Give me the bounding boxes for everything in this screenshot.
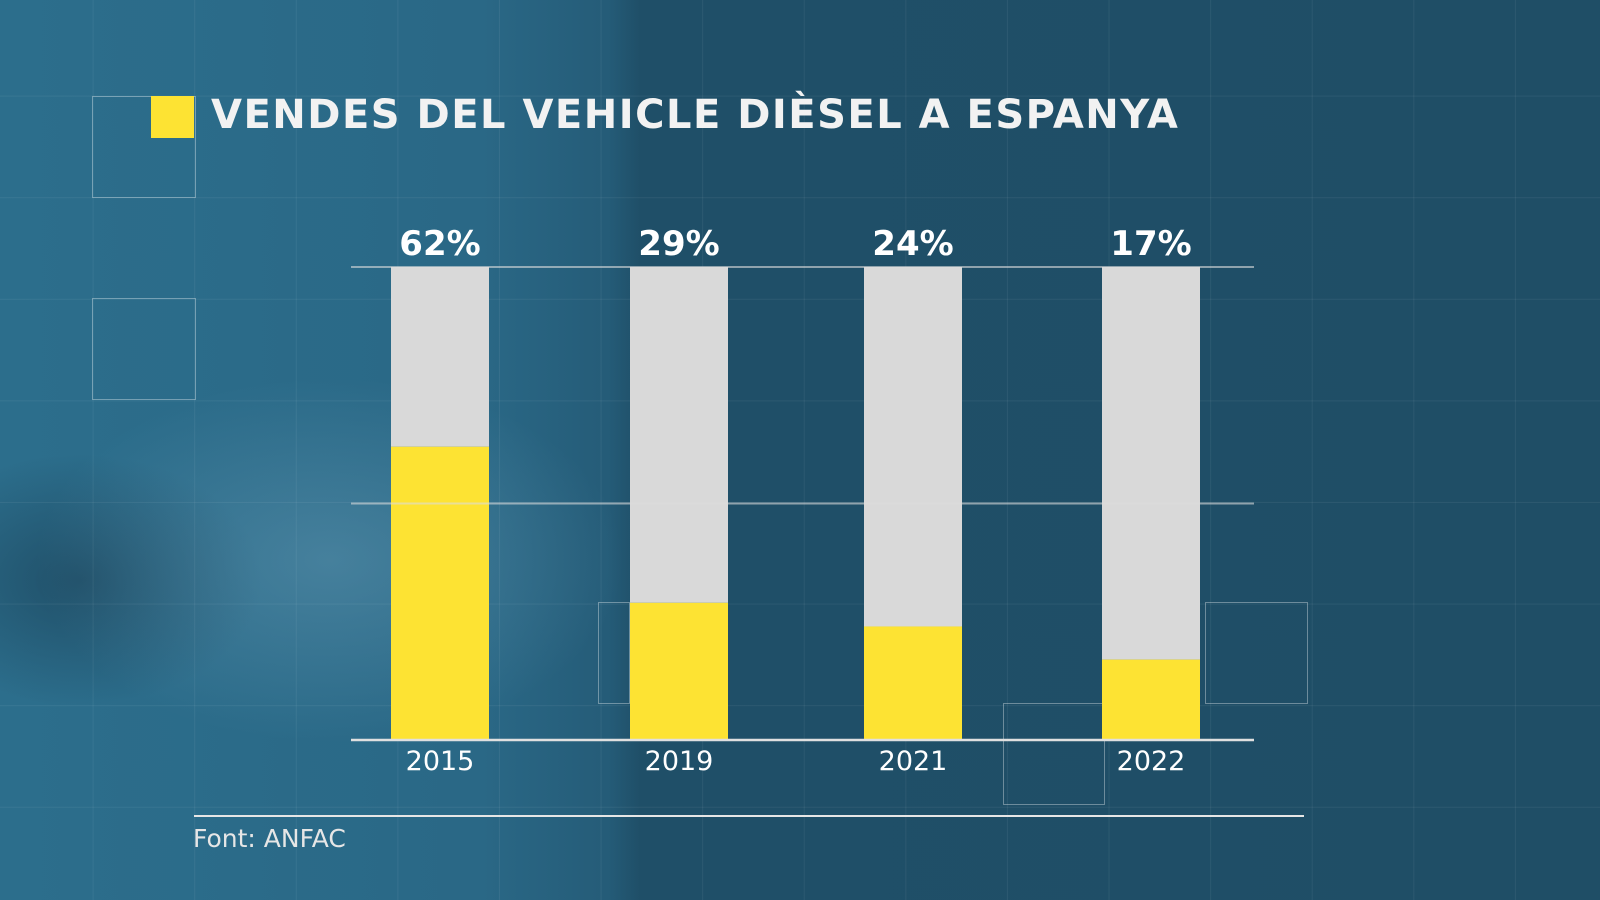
source-label: Font: ANFAC (193, 824, 346, 853)
decor-box (1205, 602, 1308, 704)
decor-box (1003, 703, 1105, 805)
decor-box (598, 602, 630, 704)
chart-title: VENDES DEL VEHICLE DIÈSEL A ESPANYA (211, 92, 1180, 138)
x-tick-label: 2019 (645, 746, 714, 777)
x-tick-label: 2022 (1117, 746, 1186, 777)
source-divider (194, 815, 1304, 817)
data-label: 24% (872, 224, 953, 264)
title-marker (151, 96, 194, 138)
x-tick-label: 2015 (406, 746, 475, 777)
decor-box (92, 298, 196, 400)
decor-box (92, 96, 196, 198)
data-label: 29% (638, 224, 719, 264)
x-tick-label: 2021 (879, 746, 948, 777)
bar-remainder (864, 267, 962, 627)
bar-2019 (630, 602, 728, 740)
data-label: 17% (1110, 224, 1191, 264)
bar-2015 (391, 446, 489, 740)
bar-remainder (630, 267, 728, 603)
data-label: 62% (399, 224, 480, 264)
bar-2021 (864, 626, 962, 740)
bar-remainder (391, 267, 489, 447)
bar-remainder (1102, 267, 1200, 660)
bar-2022 (1102, 659, 1200, 740)
